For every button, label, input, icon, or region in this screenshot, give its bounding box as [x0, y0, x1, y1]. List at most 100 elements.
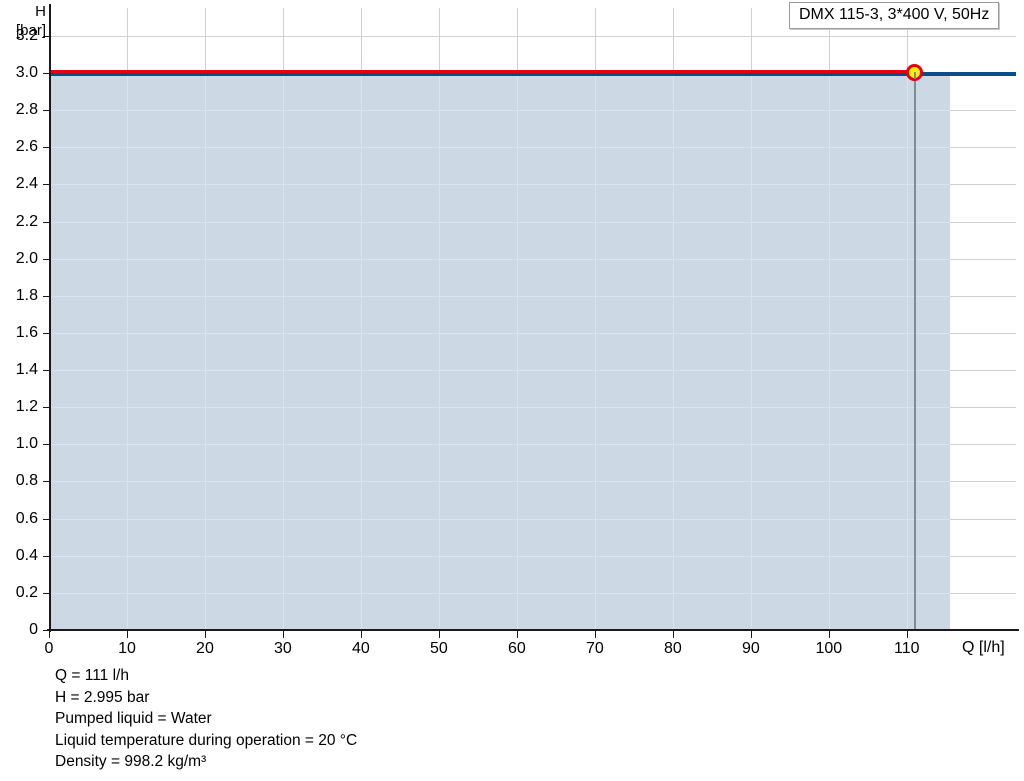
gridline-horizontal-shaded	[49, 147, 950, 149]
y-axis-tick	[43, 221, 51, 223]
y-axis-tick-label: 2.4	[15, 175, 38, 193]
plot-area	[49, 8, 1016, 631]
x-axis-tick-label: 50	[430, 640, 448, 657]
x-axis-tick	[672, 630, 674, 638]
y-axis-tick	[43, 110, 51, 112]
y-axis-tick-label: 1.8	[15, 286, 38, 304]
gridline-vertical-shaded	[672, 72, 674, 630]
gridline-horizontal-shaded	[49, 592, 950, 594]
x-axis-tick	[750, 630, 752, 638]
gridline-vertical-shaded	[828, 72, 830, 630]
y-axis-tick	[43, 35, 51, 37]
pump-head-curve-red	[49, 70, 915, 74]
x-axis-tick-label: 30	[274, 640, 292, 657]
gridline-vertical-shaded	[906, 72, 908, 630]
x-axis-tick	[360, 630, 362, 638]
gridline-horizontal-shaded	[49, 221, 950, 223]
legend-box[interactable]: DMX 115-3, 3*400 V, 50Hz	[789, 2, 1000, 29]
y-axis-tick	[43, 518, 51, 520]
legend-label: DMX 115-3, 3*400 V, 50Hz	[799, 6, 990, 23]
info-line: Q = 111 l/h	[55, 667, 129, 684]
gridline-vertical-shaded	[594, 72, 596, 630]
gridline-vertical-shaded	[750, 72, 752, 630]
y-axis-tick	[43, 332, 51, 334]
gridline-horizontal-shaded	[49, 295, 950, 297]
duty-point-marker-stem	[913, 71, 916, 79]
y-axis-tick-label: 1.0	[15, 435, 38, 453]
x-axis-tick-label: 40	[352, 640, 370, 657]
gridline-horizontal	[49, 35, 1016, 37]
x-axis-tick-label: 0	[44, 640, 54, 657]
y-axis-tick-label: 0.4	[15, 546, 38, 564]
gridline-vertical-shaded	[438, 72, 440, 630]
y-axis-tick	[43, 444, 51, 446]
y-axis-title-symbol: H	[35, 3, 46, 20]
gridline-vertical-shaded	[204, 72, 206, 630]
y-axis-tick-label: 0.2	[15, 583, 38, 601]
gridline-vertical-shaded	[360, 72, 362, 630]
y-axis-tick-label: 3.2	[15, 26, 38, 44]
gridline-horizontal-shaded	[49, 407, 950, 409]
info-line: Pumped liquid = Water	[55, 710, 212, 727]
x-axis-tick-label: 90	[741, 640, 760, 657]
x-axis-tick-label: 10	[118, 640, 136, 657]
gridline-horizontal-shaded	[49, 258, 950, 260]
y-axis-title: H [bar]	[0, 2, 46, 40]
y-axis-tick-label: 1.4	[15, 361, 38, 379]
x-axis-tick	[594, 630, 596, 638]
y-axis-tick-label: 2.8	[15, 101, 38, 119]
y-axis-tick	[43, 295, 51, 297]
operating-range-shading	[49, 72, 950, 630]
info-line: Density = 998.2 kg/m³	[55, 753, 207, 770]
y-axis-tick	[43, 258, 51, 260]
x-axis-tick-label: 60	[507, 640, 526, 657]
x-axis-line	[47, 629, 1019, 631]
x-axis-tick-label: 80	[663, 640, 682, 657]
gridline-horizontal-shaded	[49, 555, 950, 557]
y-axis-tick	[43, 555, 51, 557]
x-axis-tick	[906, 630, 908, 638]
y-axis-tick-label: 3.0	[15, 63, 38, 81]
gridline-horizontal-shaded	[49, 332, 950, 334]
x-axis-tick	[49, 630, 50, 638]
x-axis-tick-label: 110	[894, 640, 920, 657]
y-axis-tick-label: 2.2	[15, 212, 38, 230]
x-axis-tick	[516, 630, 518, 638]
y-axis-tick	[43, 407, 51, 409]
y-axis-tick	[43, 481, 51, 483]
gridline-vertical-shaded	[282, 72, 284, 630]
pump-head-curve-blue	[49, 72, 1016, 77]
y-axis-line	[49, 4, 51, 632]
gridline-horizontal-shaded	[49, 184, 950, 186]
y-axis-tick	[43, 72, 51, 74]
y-axis-tick-label: 2.6	[15, 138, 38, 156]
y-axis-tick-label: 1.2	[15, 398, 38, 416]
duty-point-vertical-line	[913, 72, 916, 630]
y-axis-tick-label: 0	[29, 621, 38, 638]
x-axis-tick	[126, 630, 128, 638]
gridline-horizontal-shaded	[49, 518, 950, 520]
y-axis-tick	[43, 592, 51, 594]
y-axis-tick-label: 1.6	[15, 323, 38, 341]
y-axis-tick-label: 0.8	[15, 472, 38, 490]
x-axis-tick-label: 100	[815, 640, 843, 657]
gridline-horizontal-shaded	[49, 444, 950, 446]
x-axis-tick	[828, 630, 830, 638]
y-axis-tick	[43, 147, 51, 149]
gridline-horizontal-shaded	[49, 370, 950, 372]
x-axis-tick	[438, 630, 440, 638]
y-axis-tick	[43, 370, 51, 372]
gridline-vertical-shaded	[126, 72, 128, 630]
x-axis-tick-label: 70	[585, 640, 604, 657]
gridline-horizontal-shaded	[49, 110, 950, 112]
duty-point-info-block: Q = 111 l/h H = 2.995 bar Pumped liquid = …	[55, 665, 357, 773]
y-axis-tick-label: 2.0	[15, 249, 38, 267]
x-axis-tick-label: 20	[196, 640, 214, 657]
y-axis-tick-label: 0.6	[15, 509, 38, 527]
y-axis-tick	[43, 630, 51, 631]
gridline-vertical-shaded	[516, 72, 518, 630]
gridline-horizontal-shaded	[49, 481, 950, 483]
x-axis-tick	[204, 630, 206, 638]
x-axis-tick	[282, 630, 284, 638]
